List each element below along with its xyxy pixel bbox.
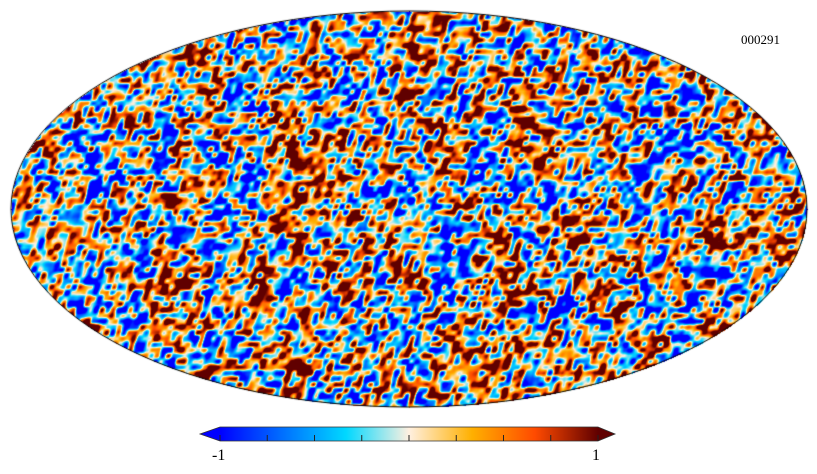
colorbar-max-label: 1 bbox=[592, 447, 600, 464]
colorbar-min-label: -1 bbox=[212, 447, 226, 464]
colorbar-extend-min bbox=[200, 427, 220, 441]
colorbar-extend-max bbox=[598, 427, 615, 441]
map-title: 000291 bbox=[741, 32, 780, 47]
